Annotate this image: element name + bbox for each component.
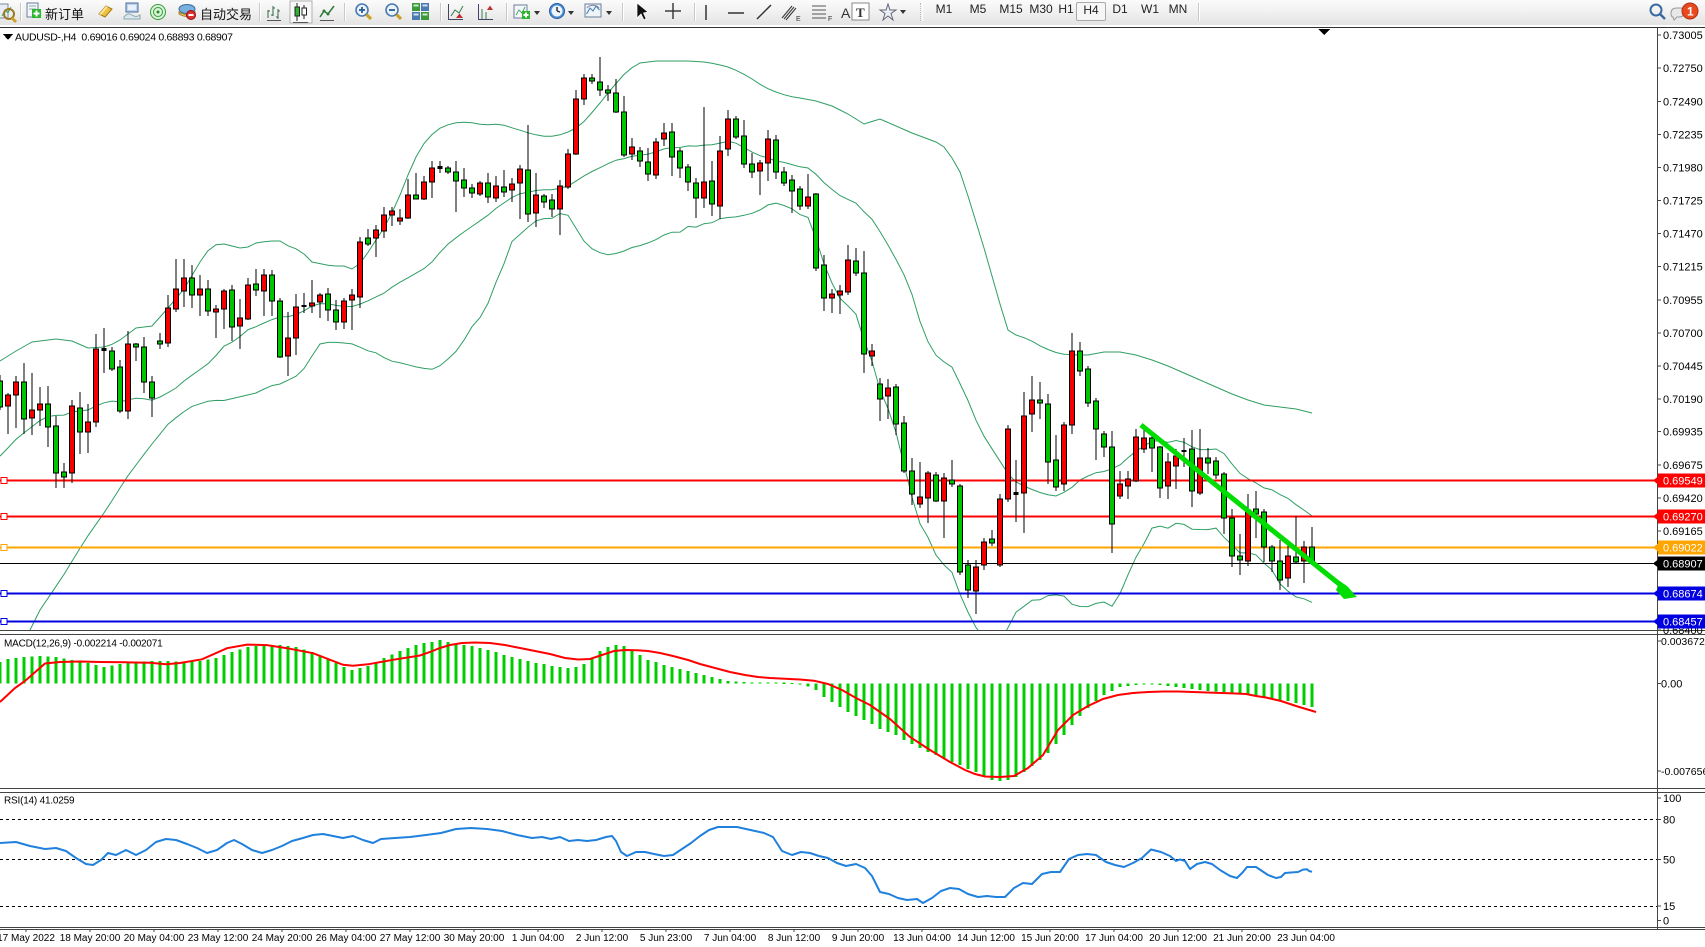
svg-text:21 Jun 20:00: 21 Jun 20:00	[1213, 933, 1271, 944]
svg-text:13 Jun 04:00: 13 Jun 04:00	[893, 933, 951, 944]
svg-text:0.68907: 0.68907	[1663, 559, 1703, 571]
svg-text:0.69549: 0.69549	[1663, 476, 1703, 488]
svg-text:0.71725: 0.71725	[1663, 196, 1703, 208]
svg-text:E: E	[796, 16, 801, 23]
svg-text:18 May 20:00: 18 May 20:00	[60, 933, 121, 944]
svg-text:RSI(14) 41.0259: RSI(14) 41.0259	[4, 796, 75, 807]
svg-text:17 Jun 04:00: 17 Jun 04:00	[1085, 933, 1143, 944]
svg-text:7 Jun 04:00: 7 Jun 04:00	[704, 933, 757, 944]
svg-text:0.70955: 0.70955	[1663, 295, 1703, 307]
svg-text:1: 1	[1687, 5, 1694, 19]
svg-text:20 Jun 12:00: 20 Jun 12:00	[1149, 933, 1207, 944]
svg-text:0.70700: 0.70700	[1663, 328, 1703, 340]
svg-text:0.71470: 0.71470	[1663, 229, 1703, 241]
svg-text:15: 15	[1663, 901, 1675, 913]
svg-text:14 Jun 12:00: 14 Jun 12:00	[957, 933, 1015, 944]
svg-text:MACD(12,26,9) -0.002214 -0.002: MACD(12,26,9) -0.002214 -0.002071	[4, 639, 163, 650]
svg-text:100: 100	[1663, 793, 1681, 805]
svg-text:24 May 20:00: 24 May 20:00	[252, 933, 313, 944]
svg-text:0.69935: 0.69935	[1663, 427, 1703, 439]
svg-text:27 May 12:00: 27 May 12:00	[380, 933, 441, 944]
svg-text:15 Jun 20:00: 15 Jun 20:00	[1021, 933, 1079, 944]
svg-text:A: A	[841, 5, 851, 21]
svg-text:0.72750: 0.72750	[1663, 63, 1703, 75]
svg-text:20 May 04:00: 20 May 04:00	[124, 933, 185, 944]
svg-text:T: T	[856, 5, 865, 20]
svg-text:0.69420: 0.69420	[1663, 493, 1703, 505]
svg-text:23 Jun 04:00: 23 Jun 04:00	[1277, 933, 1335, 944]
svg-text:2 Jun 12:00: 2 Jun 12:00	[576, 933, 629, 944]
svg-text:0.69270: 0.69270	[1663, 512, 1703, 524]
svg-text:0.69675: 0.69675	[1663, 460, 1703, 472]
svg-text:0: 0	[1663, 916, 1669, 928]
svg-text:0.72490: 0.72490	[1663, 97, 1703, 109]
svg-text:AUDUSD-,H4 0.69016 0.69024 0.: AUDUSD-,H4 0.69016 0.69024 0.68893 0.689…	[15, 32, 233, 44]
svg-text:-0.007656: -0.007656	[1661, 766, 1705, 778]
svg-text:0.68457: 0.68457	[1663, 617, 1703, 629]
svg-text:0.71215: 0.71215	[1663, 262, 1703, 274]
svg-text:0.00: 0.00	[1661, 679, 1682, 691]
svg-text:F: F	[828, 16, 832, 23]
svg-text:8 Jun 12:00: 8 Jun 12:00	[768, 933, 821, 944]
svg-text:0.68674: 0.68674	[1663, 589, 1703, 601]
svg-text:9 Jun 20:00: 9 Jun 20:00	[832, 933, 885, 944]
svg-text:17 May 2022: 17 May 2022	[0, 933, 55, 944]
svg-text:23 May 12:00: 23 May 12:00	[188, 933, 249, 944]
svg-text:5 Jun 23:00: 5 Jun 23:00	[640, 933, 693, 944]
svg-text:0.003672: 0.003672	[1661, 636, 1705, 648]
svg-text:0.69022: 0.69022	[1663, 543, 1703, 555]
svg-text:0.71980: 0.71980	[1663, 163, 1703, 175]
svg-text:80: 80	[1663, 815, 1675, 827]
svg-text:0.73005: 0.73005	[1663, 30, 1703, 42]
svg-text:1 Jun 04:00: 1 Jun 04:00	[512, 933, 565, 944]
svg-text:30 May 20:00: 30 May 20:00	[444, 933, 505, 944]
svg-text:0.70445: 0.70445	[1663, 361, 1703, 373]
svg-text:50: 50	[1663, 855, 1675, 867]
svg-text:0.69165: 0.69165	[1663, 526, 1703, 538]
svg-text:0.70190: 0.70190	[1663, 394, 1703, 406]
svg-text:0.72235: 0.72235	[1663, 130, 1703, 142]
svg-text:26 May 04:00: 26 May 04:00	[316, 933, 377, 944]
